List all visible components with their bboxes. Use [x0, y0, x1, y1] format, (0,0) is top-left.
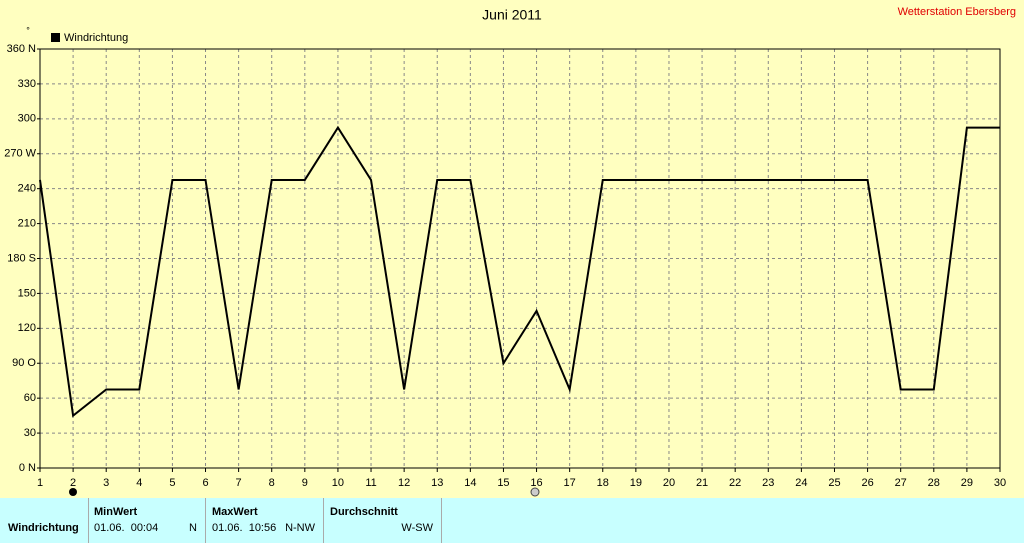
x-tick-label: 8	[269, 477, 275, 489]
x-tick-label: 25	[828, 477, 840, 489]
legend-swatch	[51, 33, 60, 42]
x-tick-label: 24	[795, 477, 807, 489]
min-dir: N	[189, 522, 197, 534]
marker-min	[69, 488, 77, 496]
min-time: 01.06. 00:04	[94, 522, 159, 534]
x-tick-label: 2	[70, 477, 76, 489]
chart-title: Juni 2011	[482, 7, 542, 23]
y-tick-label: 240	[18, 183, 36, 195]
header: MinWert	[94, 506, 138, 518]
x-tick-label: 18	[597, 477, 609, 489]
x-tick-label: 27	[895, 477, 907, 489]
chart: Juni 2011 Wetterstation Ebersberg ° Wind…	[0, 0, 1024, 498]
y-tick-label: 270 W	[4, 148, 36, 160]
y-tick-label: 0 N	[19, 462, 36, 474]
x-tick-label: 11	[365, 477, 376, 489]
x-tick-label: 5	[169, 477, 175, 489]
x-tick-label: 16	[530, 477, 542, 489]
summary-panel: Windrichtung MinWert 01.06. 00:04 N MaxW…	[0, 498, 1024, 543]
x-tick-label: 12	[398, 477, 410, 489]
x-tick-label: 19	[630, 477, 642, 489]
x-tick-label: 30	[994, 477, 1006, 489]
background	[0, 0, 1024, 498]
avg-dir: W-SW	[401, 522, 433, 534]
avg-cell: Durchschnitt W-SW	[323, 498, 442, 543]
y-tick-label: 330	[18, 78, 36, 90]
x-tick-label: 3	[103, 477, 109, 489]
row-header-cell: Windrichtung	[0, 498, 89, 543]
x-tick-label: 13	[431, 477, 443, 489]
max-dir: N-NW	[285, 522, 315, 534]
row-label: Windrichtung	[8, 522, 79, 534]
station-name: Wetterstation Ebersberg	[898, 6, 1016, 18]
plot-frame	[39, 48, 1001, 469]
x-tick-label: 22	[729, 477, 741, 489]
x-tick-label: 29	[961, 477, 973, 489]
x-tick-label: 15	[497, 477, 509, 489]
marker-max	[530, 487, 540, 497]
header: MaxWert	[212, 506, 258, 518]
x-tick-label: 1	[37, 477, 43, 489]
legend-label: Windrichtung	[64, 32, 128, 44]
x-tick-label: 20	[663, 477, 675, 489]
header: Durchschnitt	[330, 506, 398, 518]
y-tick-label: 30	[24, 427, 36, 439]
x-tick-label: 17	[564, 477, 576, 489]
y-tick-label: 90 O	[12, 357, 36, 369]
x-tick-label: 7	[236, 477, 242, 489]
min-cell: MinWert 01.06. 00:04 N	[88, 498, 206, 543]
y-tick-label: 300	[18, 113, 36, 125]
x-tick-label: 26	[861, 477, 873, 489]
y-tick-label: 150	[18, 287, 36, 299]
y-tick-label: 120	[18, 322, 36, 334]
x-tick-label: 9	[302, 477, 308, 489]
x-tick-label: 14	[464, 477, 476, 489]
y-unit: °	[26, 25, 30, 35]
y-tick-label: 180 S	[7, 252, 36, 264]
series-line	[39, 125, 1000, 418]
max-time: 01.06. 10:56	[212, 522, 277, 534]
x-tick-label: 10	[332, 477, 344, 489]
y-tick-label: 210	[18, 217, 36, 229]
y-tick-label: 60	[24, 392, 36, 404]
x-tick-label: 23	[762, 477, 774, 489]
x-tick-label: 4	[136, 477, 142, 489]
x-tick-label: 21	[696, 477, 708, 489]
max-cell: MaxWert 01.06. 10:56 N-NW	[205, 498, 324, 543]
x-tick-label: 28	[928, 477, 940, 489]
x-tick-label: 6	[202, 477, 208, 489]
y-tick-label: 360 N	[7, 43, 36, 55]
